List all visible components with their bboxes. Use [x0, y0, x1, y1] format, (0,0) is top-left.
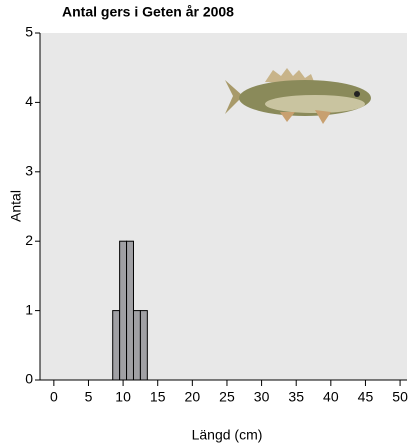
y-tick-label: 5: [25, 24, 33, 40]
x-tick-label: 45: [358, 389, 374, 405]
x-tick-label: 0: [50, 389, 58, 405]
y-tick-label: 0: [25, 371, 33, 387]
x-tick-label: 40: [323, 389, 339, 405]
x-tick-label: 35: [288, 389, 304, 405]
chart-title: Antal gers i Geten år 2008: [62, 4, 234, 20]
y-tick-label: 2: [25, 232, 33, 248]
x-tick-label: 5: [85, 389, 93, 405]
bar: [119, 240, 128, 381]
y-axis-label: Antal: [8, 190, 24, 222]
fish-illustration: [225, 68, 371, 124]
x-tick-label: 10: [115, 389, 131, 405]
y-tick-label: 1: [25, 301, 33, 317]
x-tick-label: 30: [254, 389, 270, 405]
y-tick-label: 4: [25, 93, 33, 109]
bar: [139, 310, 148, 381]
x-tick-label: 20: [185, 389, 201, 405]
x-tick-label: 25: [219, 389, 235, 405]
x-tick-label: 15: [150, 389, 166, 405]
bar: [132, 310, 141, 381]
plot-area: [40, 33, 407, 380]
y-tick-label: 3: [25, 163, 33, 179]
bar: [112, 310, 121, 381]
x-tick-label: 50: [392, 389, 408, 405]
bar: [126, 240, 134, 381]
x-axis-label: Längd (cm): [192, 427, 263, 443]
